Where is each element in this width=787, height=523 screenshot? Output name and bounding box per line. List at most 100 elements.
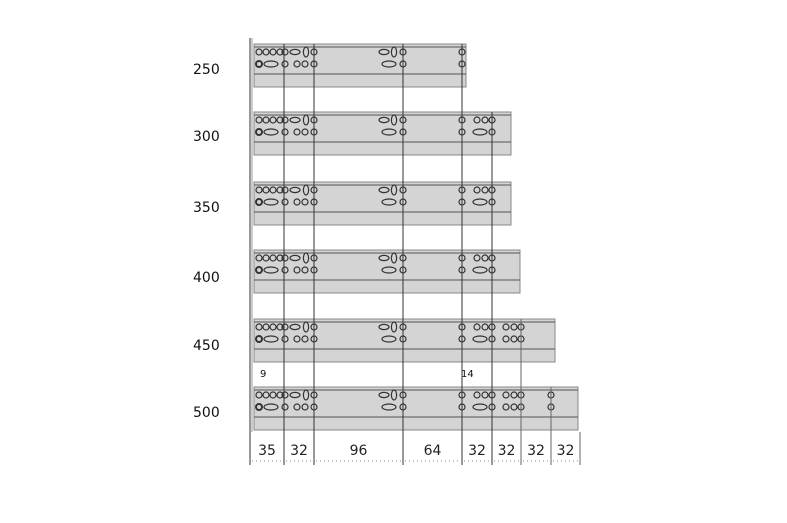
slot-hole — [263, 128, 279, 136]
hole — [281, 323, 289, 331]
hole — [301, 128, 309, 136]
hole — [255, 198, 263, 206]
slot-hole — [381, 266, 397, 274]
slot-hole — [378, 254, 390, 262]
slot-hole — [472, 335, 488, 343]
rail-350: 350 — [193, 181, 512, 226]
hole — [510, 323, 518, 331]
hole — [473, 391, 481, 399]
hole — [255, 186, 263, 194]
hole — [262, 323, 270, 331]
slot-hole — [390, 389, 398, 401]
slot-hole — [390, 46, 398, 58]
slot-hole — [390, 184, 398, 196]
rail-length-label: 400 — [193, 270, 220, 286]
rail-body — [253, 318, 556, 363]
hole — [255, 323, 263, 331]
hole — [301, 403, 309, 411]
dimension-label: 32 — [557, 443, 575, 459]
hole — [293, 198, 301, 206]
slot-hole — [302, 46, 310, 58]
slot-hole — [378, 116, 390, 124]
hole — [269, 48, 277, 56]
hole — [293, 128, 301, 136]
hole — [281, 266, 289, 274]
slot-hole — [472, 403, 488, 411]
rail-body — [253, 43, 467, 88]
hole — [255, 403, 263, 411]
slot-hole — [302, 252, 310, 264]
slot-hole — [289, 254, 301, 262]
hole — [473, 116, 481, 124]
slot-hole — [390, 114, 398, 126]
slot-hole — [390, 321, 398, 333]
hole — [262, 116, 270, 124]
hole — [262, 48, 270, 56]
hole — [255, 254, 263, 262]
hole — [481, 323, 489, 331]
hole — [481, 254, 489, 262]
slot-hole — [302, 321, 310, 333]
dimension-label: 32 — [527, 443, 545, 459]
dimension-label: 35 — [258, 443, 276, 459]
slot-hole — [472, 266, 488, 274]
slot-hole — [378, 48, 390, 56]
dimension-label: 96 — [350, 443, 368, 459]
slot-hole — [378, 323, 390, 331]
hole — [502, 335, 510, 343]
rail-length-label: 500 — [193, 405, 220, 421]
hole — [281, 198, 289, 206]
slot-hole — [381, 403, 397, 411]
rail-length-label: 250 — [193, 62, 220, 78]
slot-hole — [302, 389, 310, 401]
hole — [473, 186, 481, 194]
slot-hole — [289, 186, 301, 194]
slot-hole — [302, 184, 310, 196]
rail-500: 500 — [193, 386, 579, 431]
hole — [262, 254, 270, 262]
hole — [281, 128, 289, 136]
hole — [255, 116, 263, 124]
slot-hole — [378, 391, 390, 399]
hole — [281, 186, 289, 194]
hole — [301, 335, 309, 343]
hole — [262, 186, 270, 194]
dimension-label: 32 — [290, 443, 308, 459]
slot-hole — [381, 335, 397, 343]
hole — [281, 391, 289, 399]
hole — [255, 128, 263, 136]
slot-hole — [263, 335, 279, 343]
hole — [281, 254, 289, 262]
slot-hole — [381, 60, 397, 68]
slot-hole — [472, 198, 488, 206]
hole — [502, 403, 510, 411]
hole — [269, 116, 277, 124]
hole — [481, 116, 489, 124]
dimension-label: 64 — [424, 443, 442, 459]
hole — [510, 403, 518, 411]
hole — [473, 323, 481, 331]
rail-length-label: 300 — [193, 129, 220, 145]
hole — [281, 48, 289, 56]
hole — [281, 60, 289, 68]
rail-length-label: 450 — [193, 338, 220, 354]
slot-hole — [302, 114, 310, 126]
hole — [481, 391, 489, 399]
hole — [502, 391, 510, 399]
hole — [276, 116, 284, 124]
hole — [276, 391, 284, 399]
hole — [269, 254, 277, 262]
hole — [293, 403, 301, 411]
hole — [293, 60, 301, 68]
hole — [293, 266, 301, 274]
hole — [301, 60, 309, 68]
rail-400: 400 — [193, 249, 521, 294]
slot-hole — [263, 266, 279, 274]
hole — [269, 186, 277, 194]
hole — [255, 60, 263, 68]
hole — [301, 198, 309, 206]
hole — [262, 391, 270, 399]
slot-hole — [472, 128, 488, 136]
hole — [481, 186, 489, 194]
hole — [255, 266, 263, 274]
